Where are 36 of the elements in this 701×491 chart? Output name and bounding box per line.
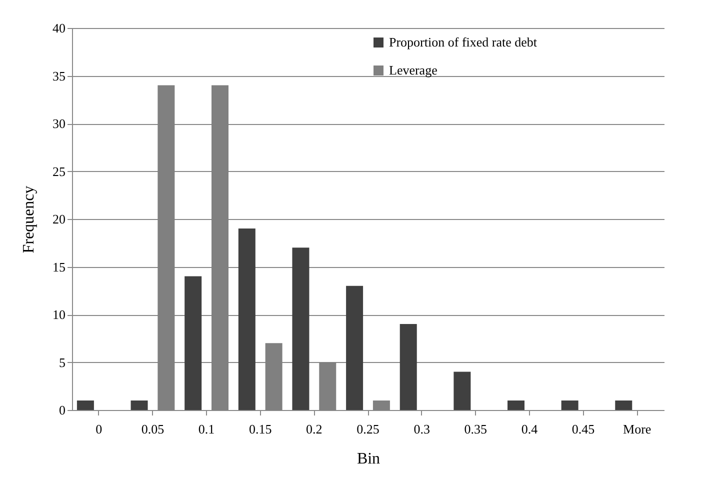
legend-label: Proportion of fixed rate debt (389, 34, 538, 50)
bar (238, 228, 256, 410)
bar (372, 400, 390, 410)
x-tick-label: 0 (96, 422, 102, 436)
y-tick-label: 5 (59, 354, 66, 370)
x-axis-title: Bin (356, 450, 380, 468)
x-tick-label: 0.25 (356, 422, 380, 436)
y-axis-title: Frequency (20, 186, 38, 254)
bar (454, 372, 471, 410)
x-tick-label: 0.2 (306, 422, 322, 436)
y-tick-label: 20 (52, 212, 66, 226)
y-tick-label: 35 (52, 68, 66, 84)
x-tick-label: 0.45 (572, 422, 595, 436)
x-tick-label: 0.15 (248, 422, 272, 436)
bar (292, 248, 310, 410)
x-tick-label: 0.35 (464, 422, 488, 436)
bar (561, 400, 578, 410)
y-tick-label: 10 (52, 307, 66, 322)
bar (76, 400, 94, 410)
x-tick-label: 0.4 (521, 422, 538, 436)
y-tick-label: 0 (59, 402, 66, 418)
bar (615, 400, 632, 410)
legend-label: Leverage (389, 62, 438, 78)
y-tick-label: 25 (52, 164, 66, 179)
y-tick-label: 40 (52, 20, 66, 36)
bar (184, 276, 202, 410)
y-tick-label: 15 (52, 259, 66, 274)
bar (346, 286, 364, 410)
x-tick-label: 0.05 (141, 422, 164, 436)
bar (508, 400, 524, 410)
bar (130, 400, 148, 410)
y-tick-label: 30 (52, 116, 66, 131)
x-tick-label: 0.1 (198, 422, 215, 436)
x-tick-label: 0.3 (414, 422, 430, 436)
x-tick-label: More (623, 422, 652, 436)
bar (400, 324, 417, 410)
